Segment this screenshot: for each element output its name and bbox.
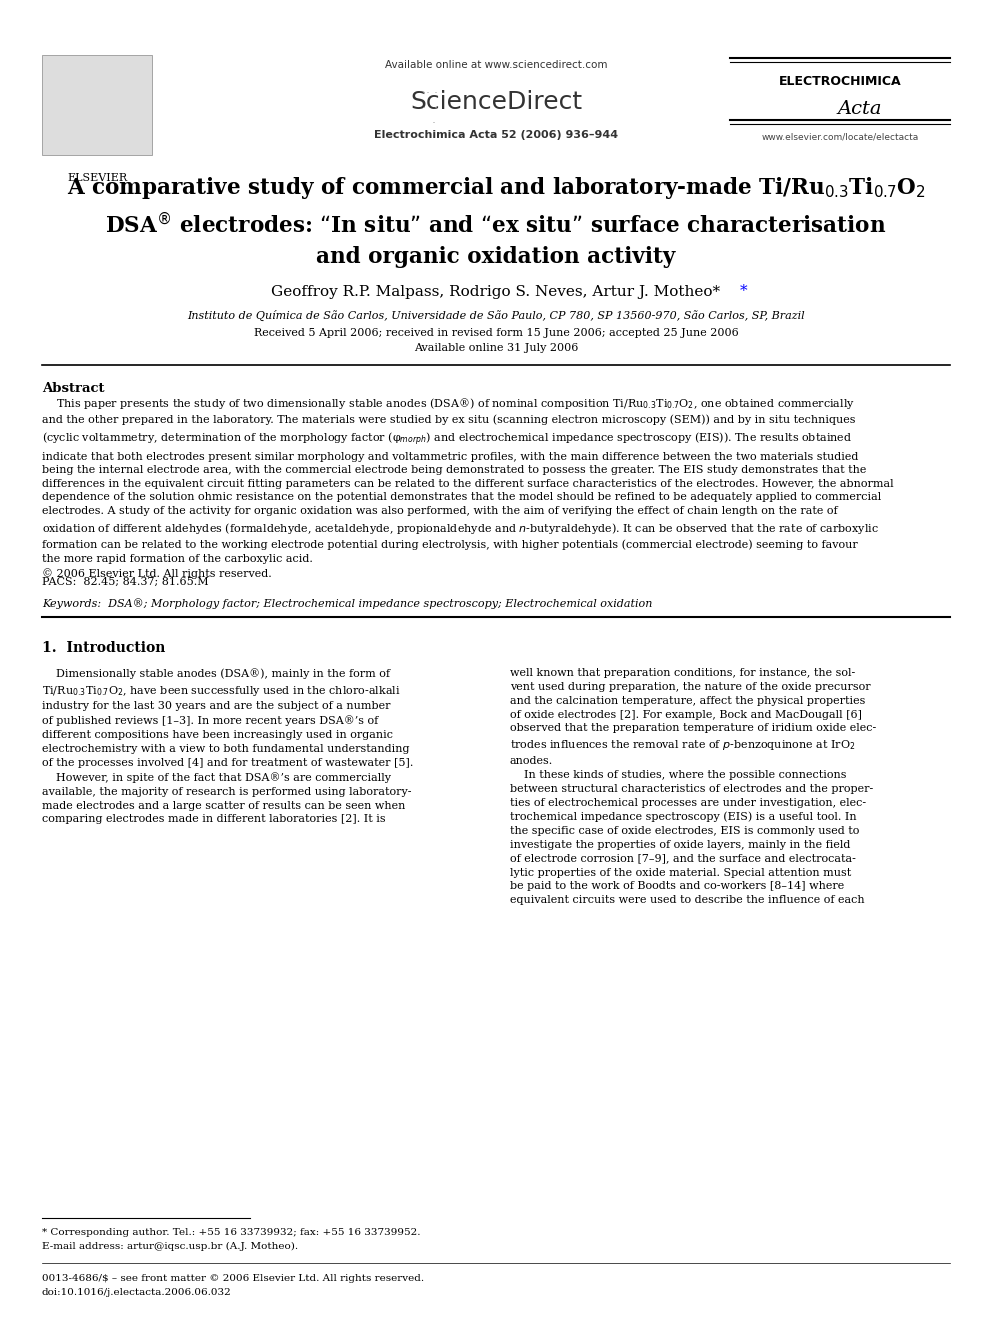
- Text: ScienceDirect: ScienceDirect: [410, 90, 582, 114]
- Text: * Corresponding author. Tel.: +55 16 33739932; fax: +55 16 33739952.: * Corresponding author. Tel.: +55 16 337…: [42, 1228, 421, 1237]
- Text: Geoffroy R.P. Malpass, Rodrigo S. Neves, Artur J. Motheo*: Geoffroy R.P. Malpass, Rodrigo S. Neves,…: [272, 284, 720, 299]
- Text: PACS:  82.45; 84.37; 81.65.M: PACS: 82.45; 84.37; 81.65.M: [42, 577, 208, 587]
- Text: Available online 31 July 2006: Available online 31 July 2006: [414, 343, 578, 353]
- Text: ELECTROCHIMICA: ELECTROCHIMICA: [779, 75, 902, 89]
- Text: doi:10.1016/j.electacta.2006.06.032: doi:10.1016/j.electacta.2006.06.032: [42, 1289, 232, 1297]
- Text: E-mail address: artur@iqsc.usp.br (A.J. Motheo).: E-mail address: artur@iqsc.usp.br (A.J. …: [42, 1242, 299, 1252]
- Text: Keywords:  DSA®; Morphology factor; Electrochemical impedance spectroscopy; Elec: Keywords: DSA®; Morphology factor; Elect…: [42, 598, 653, 609]
- Text: Abstract: Abstract: [42, 382, 104, 396]
- Text: 1.  Introduction: 1. Introduction: [42, 642, 166, 655]
- Text: *: *: [740, 284, 748, 298]
- Text: This paper presents the study of two dimensionally stable anodes (DSA®) of nomin: This paper presents the study of two dim…: [42, 396, 894, 578]
- Text: Instituto de Química de São Carlos, Universidade de São Paulo, CP 780, SP 13560-: Instituto de Química de São Carlos, Univ…: [187, 310, 805, 321]
- FancyBboxPatch shape: [42, 56, 152, 155]
- Text: A comparative study of commercial and laboratory-made Ti/Ru$_{0.3}$Ti$_{0.7}$O$_: A comparative study of commercial and la…: [66, 175, 926, 267]
- Text: Electrochimica Acta 52 (2006) 936–944: Electrochimica Acta 52 (2006) 936–944: [374, 130, 618, 140]
- Text: ·· ·
·  ·
  ·: ·· · · · ·: [422, 87, 438, 130]
- Text: Received 5 April 2006; received in revised form 15 June 2006; accepted 25 June 2: Received 5 April 2006; received in revis…: [254, 328, 738, 337]
- Text: www.elsevier.com/locate/electacta: www.elsevier.com/locate/electacta: [762, 132, 919, 142]
- Text: ELSEVIER: ELSEVIER: [66, 173, 127, 183]
- Text: well known that preparation conditions, for instance, the sol-
vent used during : well known that preparation conditions, …: [510, 668, 876, 905]
- Text: Dimensionally stable anodes (DSA®), mainly in the form of
Ti/Ru$_{0.3}$Ti$_{0.7}: Dimensionally stable anodes (DSA®), main…: [42, 668, 414, 824]
- Text: 0013-4686/$ – see front matter © 2006 Elsevier Ltd. All rights reserved.: 0013-4686/$ – see front matter © 2006 El…: [42, 1274, 425, 1283]
- Text: Acta: Acta: [838, 101, 882, 118]
- Text: Available online at www.sciencedirect.com: Available online at www.sciencedirect.co…: [385, 60, 607, 70]
